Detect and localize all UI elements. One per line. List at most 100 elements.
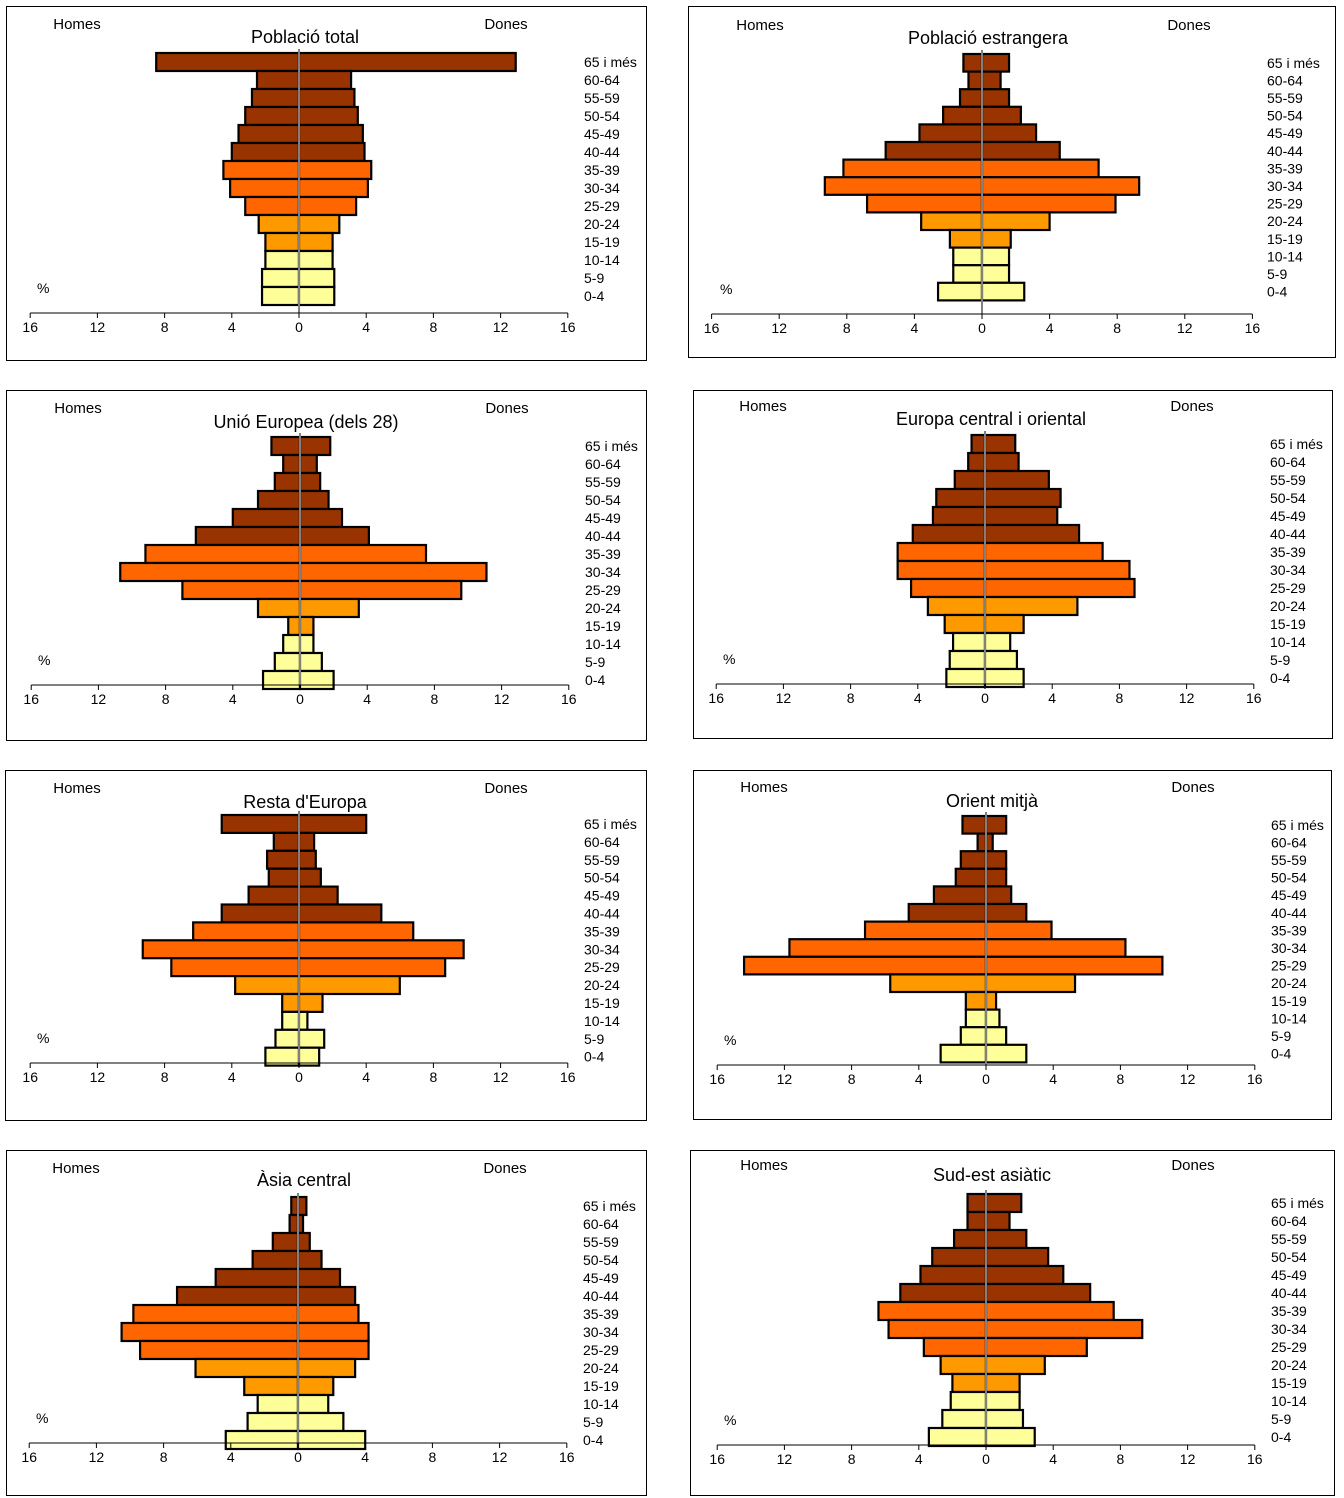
age-group-label: 60-64: [585, 456, 621, 472]
bar-women: [297, 105, 359, 127]
x-tick-label: 8: [1117, 1451, 1125, 1467]
age-group-label: 30-34: [584, 180, 620, 196]
age-group-label: 25-29: [1267, 196, 1303, 212]
bar-men: [948, 649, 987, 671]
age-group-label: 60-64: [1271, 834, 1307, 850]
bar-women: [296, 1195, 308, 1217]
percent-unit-label: %: [38, 652, 50, 668]
bar-women: [983, 577, 1136, 599]
age-group-label: 30-34: [584, 941, 620, 957]
bar-men: [931, 1246, 988, 1268]
age-group-label: 35-39: [583, 1306, 619, 1322]
bar-women: [297, 141, 366, 163]
bar-men: [932, 885, 988, 906]
bar-men: [889, 973, 988, 994]
bar-women: [980, 70, 1002, 91]
x-tick-label: 8: [162, 691, 170, 707]
women-side-label: Dones: [1167, 17, 1210, 34]
bar-women: [296, 1267, 342, 1289]
bar-men: [155, 51, 301, 73]
age-group-label: 15-19: [1271, 1375, 1307, 1391]
age-group-label: 5-9: [585, 654, 605, 670]
bar-men: [247, 885, 301, 906]
bar-women: [984, 850, 1008, 870]
pyramid-panel: Orient mitjà Homes Dones 65 i més 60-64 55-59…: [693, 770, 1332, 1120]
bar-women: [983, 469, 1050, 491]
bar-women: [297, 249, 334, 271]
x-tick-label: 8: [848, 1451, 856, 1467]
men-side-label: Homes: [53, 780, 101, 797]
age-group-label: 20-24: [1267, 213, 1303, 229]
bar-men: [243, 1375, 300, 1397]
age-group-label: 65 i més: [583, 1198, 636, 1214]
bar-women: [980, 228, 1012, 249]
bar-men: [919, 1264, 988, 1286]
x-tick-label: 0: [982, 1071, 990, 1087]
bar-men: [120, 1321, 300, 1343]
age-group-label: 25-29: [584, 198, 620, 214]
bar-women: [984, 1354, 1046, 1376]
bar-women: [297, 69, 353, 91]
bar-men: [244, 195, 301, 217]
x-tick-label: 8: [429, 1449, 437, 1465]
women-side-label: Dones: [483, 1160, 526, 1177]
age-group-label: 0-4: [1271, 1046, 1291, 1062]
bar-women: [297, 939, 465, 960]
bar-women: [296, 1411, 345, 1433]
age-group-label: 60-64: [1270, 454, 1306, 470]
x-tick-label: 16: [1245, 320, 1261, 336]
x-tick-label: 4: [915, 1451, 923, 1467]
age-group-label: 0-4: [584, 288, 604, 304]
bar-women: [984, 938, 1127, 958]
bar-men: [823, 176, 984, 196]
bar-women: [297, 195, 358, 217]
x-tick-label: 4: [914, 690, 922, 706]
age-group-label: 5-9: [584, 1031, 604, 1047]
bar-women: [296, 1303, 360, 1325]
bar-men: [887, 1318, 988, 1340]
x-tick-label: 16: [1247, 1071, 1263, 1087]
bar-women: [984, 1300, 1115, 1322]
pyramid-chart: Sud-est asiàtic Homes Dones 65 i més 60-64 55…: [709, 1157, 1324, 1467]
age-group-label: 60-64: [584, 834, 620, 850]
x-tick-label: 0: [982, 1451, 990, 1467]
age-group-label: 55-59: [1270, 472, 1306, 488]
age-group-label: 15-19: [1267, 231, 1303, 247]
age-group-label: 25-29: [1271, 958, 1307, 974]
pyramid-chart: Àsia central Homes Dones 65 i més 60-64 55-59…: [21, 1160, 636, 1465]
bar-men: [282, 453, 302, 475]
bar-men: [230, 141, 301, 163]
bar-men: [951, 631, 987, 653]
chart-title: Resta d'Europa: [243, 792, 368, 812]
age-group-label: 55-59: [584, 90, 620, 106]
bar-women: [298, 525, 370, 547]
bar-men: [272, 831, 301, 852]
pyramid-chart: Població total Homes Dones 65 i més 60-64 55-…: [22, 16, 637, 335]
men-side-label: Homes: [54, 400, 102, 417]
bar-women: [297, 231, 334, 253]
x-tick-label: 12: [90, 319, 106, 335]
bar-men: [942, 105, 984, 126]
age-group-label: 0-4: [1267, 284, 1287, 300]
bar-men: [953, 469, 987, 491]
age-group-label: 10-14: [1271, 1010, 1307, 1026]
pyramid-panel: Població total Homes Dones 65 i més 60-64 55-…: [6, 6, 647, 361]
bar-men: [899, 1282, 988, 1304]
bar-women: [983, 631, 1012, 653]
age-group-label: 65 i més: [584, 816, 637, 832]
bar-women: [297, 867, 322, 888]
bar-women: [980, 88, 1011, 108]
x-tick-label: 8: [160, 1449, 168, 1465]
bar-men: [964, 1008, 988, 1029]
bar-women: [984, 1408, 1025, 1430]
bar-women: [984, 867, 1008, 888]
women-side-label: Dones: [485, 400, 528, 417]
bar-men: [954, 867, 988, 888]
age-group-label: 15-19: [584, 234, 620, 250]
bar-men: [967, 70, 984, 91]
chart-title: Orient mitjà: [946, 791, 1039, 811]
bar-men: [949, 1390, 988, 1412]
bar-men: [270, 435, 302, 457]
bar-women: [980, 123, 1038, 144]
x-tick-label: 8: [1113, 320, 1121, 336]
